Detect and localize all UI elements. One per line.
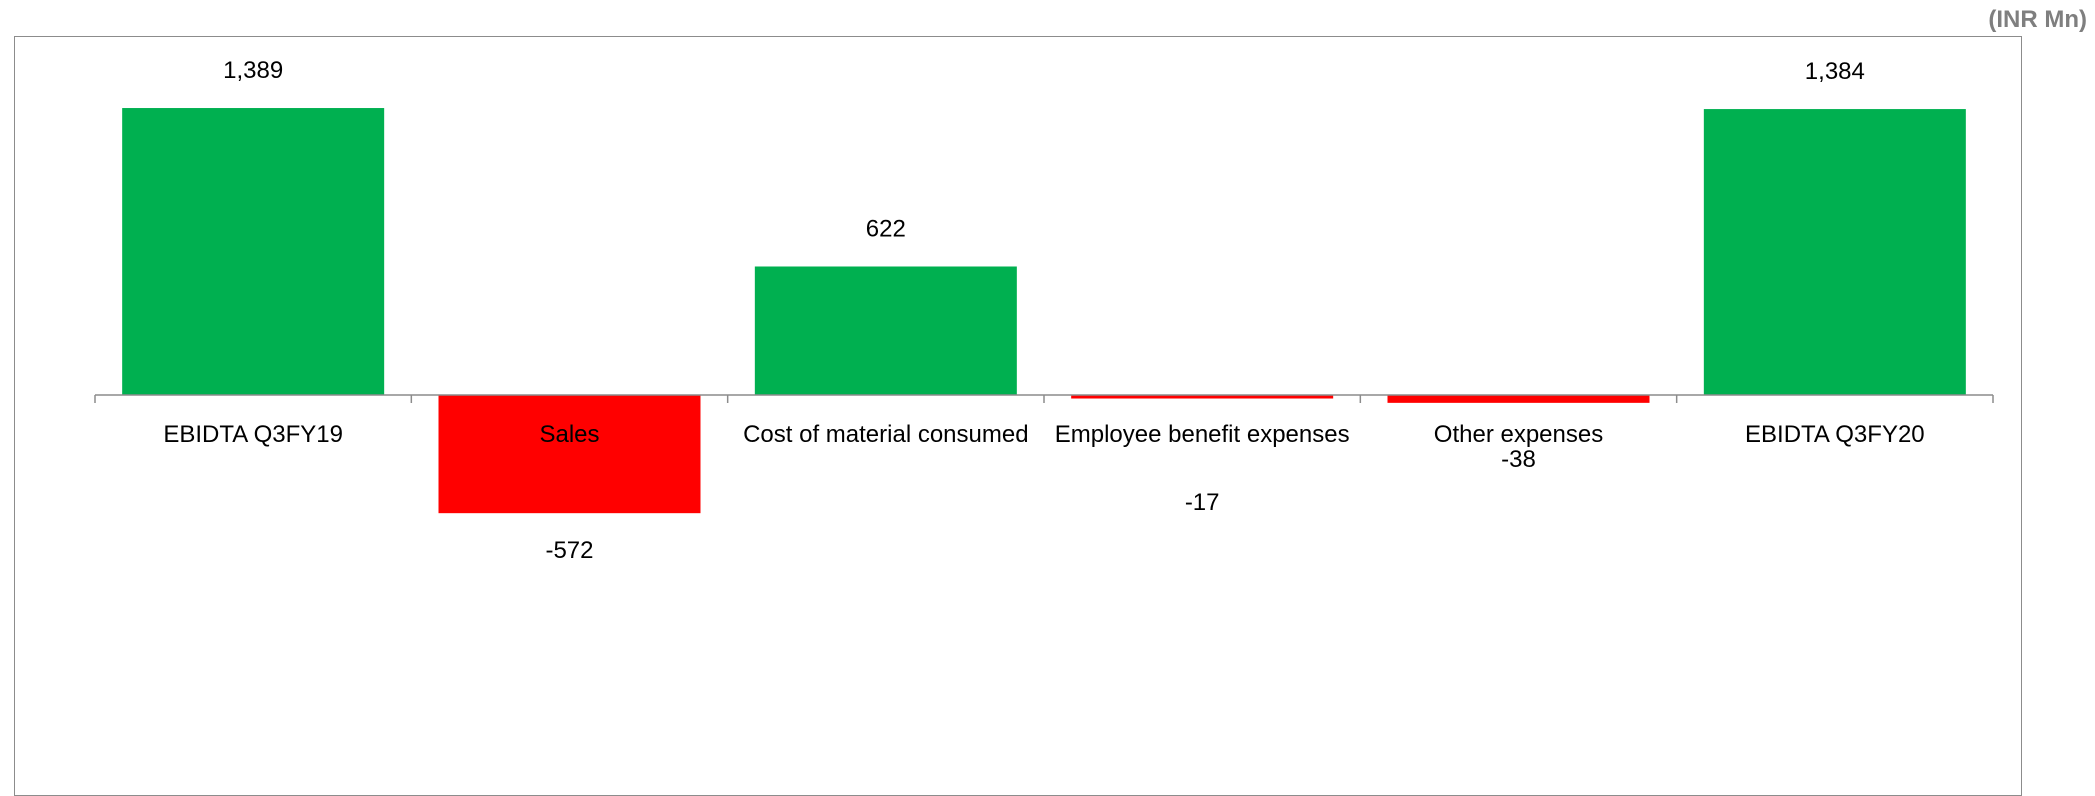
bar-ebidta-q3fy19 bbox=[122, 108, 384, 395]
category-label-cost-of-material-consumed: Cost of material consumed bbox=[743, 421, 1028, 448]
data-label-sales: -572 bbox=[545, 537, 593, 564]
data-label-other-expenses: -38 bbox=[1501, 446, 1536, 473]
category-label-other-expenses: Other expenses bbox=[1434, 421, 1603, 448]
data-label-ebidta-q3fy19: 1,389 bbox=[223, 57, 283, 84]
bar-ebidta-q3fy20 bbox=[1704, 109, 1966, 395]
category-label-employee-benefit-expenses: Employee benefit expenses bbox=[1055, 421, 1350, 448]
data-label-ebidta-q3fy20: 1,384 bbox=[1805, 58, 1865, 85]
category-label-ebidta-q3fy20: EBIDTA Q3FY20 bbox=[1745, 421, 1925, 448]
bar-other-expenses bbox=[1388, 395, 1650, 403]
bar-cost-of-material-consumed bbox=[755, 266, 1017, 395]
bars-group bbox=[122, 108, 1966, 513]
bar-sales bbox=[439, 395, 701, 513]
x-ticks-group bbox=[95, 395, 1993, 403]
category-labels-group: EBIDTA Q3FY19 Sales Cost of material consu… bbox=[163, 421, 1924, 448]
data-label-cost-of-material-consumed: 622 bbox=[866, 215, 906, 242]
category-label-ebidta-q3fy19: EBIDTA Q3FY19 bbox=[163, 421, 343, 448]
data-label-employee-benefit-expenses: -17 bbox=[1185, 489, 1220, 516]
category-label-sales: Sales bbox=[539, 421, 599, 448]
